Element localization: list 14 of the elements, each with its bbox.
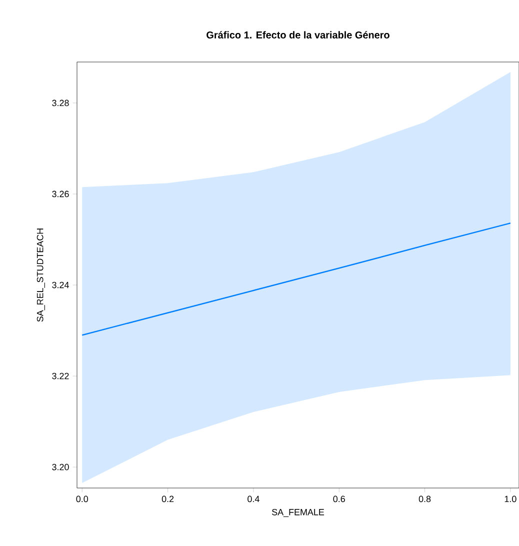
x-axis-title: SA_FEMALE <box>272 508 324 518</box>
y-tick-label: 3.22 <box>52 372 69 380</box>
x-tick-label: 0.2 <box>162 496 174 502</box>
x-tick-label: 0.0 <box>76 496 88 502</box>
x-tick-label: 0.4 <box>248 496 260 502</box>
chart-title: Gráfico 1. Efecto de la variable Género <box>206 31 390 38</box>
x-tick-label: 0.8 <box>418 496 431 502</box>
y-tick-label: 3.20 <box>52 464 69 470</box>
y-tick-label: 3.28 <box>52 100 69 106</box>
y-axis-title: SA_REL_STUDTEACH <box>36 228 45 322</box>
y-tick-label: 3.26 <box>52 190 69 198</box>
x-tick-label: 0.6 <box>333 496 345 502</box>
y-tick-label: 3.24 <box>52 282 69 288</box>
x-tick-label: 1.0 <box>504 496 516 502</box>
